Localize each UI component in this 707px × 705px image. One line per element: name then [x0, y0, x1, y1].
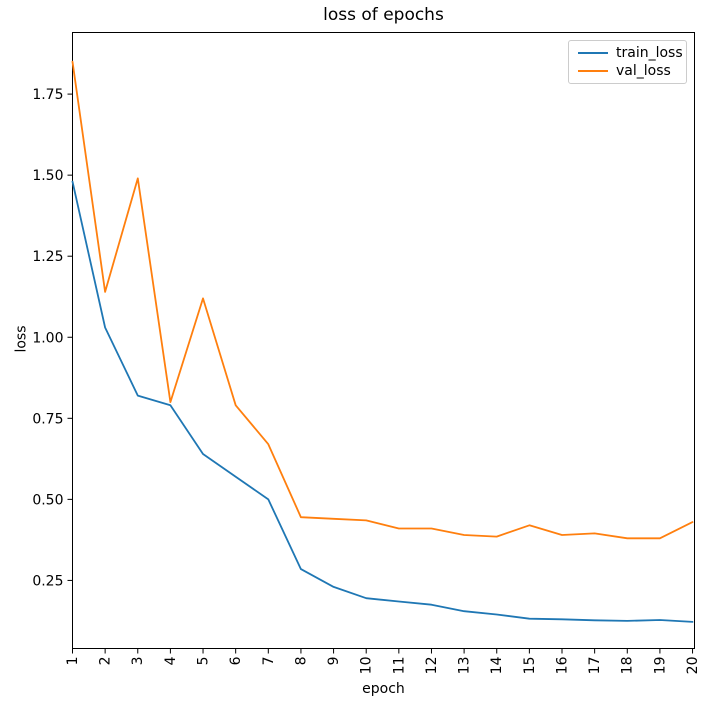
train-loss-line-swatch	[578, 52, 608, 54]
y-tick-label: 1.25	[32, 249, 63, 265]
y-axis-label: loss	[13, 325, 30, 353]
legend-entry-train-loss: train_loss	[578, 44, 683, 62]
val-loss-line-swatch	[578, 70, 608, 72]
y-tick-label: 1.00	[32, 330, 63, 346]
x-tick-label: 16	[554, 656, 570, 674]
x-tick-label: 11	[391, 657, 407, 675]
x-tick-label: 2	[98, 657, 114, 666]
axes-spines	[72, 32, 695, 649]
y-tick-label: 0.50	[32, 492, 63, 508]
x-tick-label: 20	[685, 657, 701, 675]
x-tick-label: 13	[457, 657, 473, 675]
x-tick-label: 3	[130, 657, 146, 666]
x-tick-label: 9	[326, 657, 342, 666]
legend-entry-val-loss: val_loss	[578, 62, 680, 80]
legend-label-val-loss: val_loss	[616, 63, 671, 79]
x-tick-label: 8	[293, 657, 309, 666]
x-tick-label: 10	[359, 657, 375, 675]
x-tick-label: 5	[196, 657, 212, 666]
y-tick-label: 1.50	[32, 168, 63, 184]
x-tick-label: 7	[261, 657, 277, 666]
x-tick-label: 18	[620, 657, 636, 675]
x-tick-label: 14	[489, 656, 505, 674]
legend-label-train-loss: train_loss	[616, 45, 683, 61]
x-tick-label: 15	[522, 657, 538, 675]
train_loss-line	[71, 180, 694, 623]
chart-title: loss of epochs	[323, 5, 444, 25]
legend: train_loss val_loss	[568, 40, 687, 84]
x-tick-label: 6	[228, 656, 244, 665]
x-tick-label: 19	[652, 657, 668, 675]
y-tick-label: 0.75	[32, 411, 63, 427]
x-tick-label: 17	[587, 657, 603, 675]
val_loss-line	[71, 60, 694, 540]
x-tick-label: 12	[424, 657, 440, 675]
y-tick-label: 1.75	[32, 87, 63, 103]
x-tick-label: 4	[163, 656, 179, 665]
x-tick-label: 1	[65, 657, 81, 666]
y-tick-label: 0.25	[32, 573, 63, 589]
x-axis-label: epoch	[362, 681, 405, 697]
